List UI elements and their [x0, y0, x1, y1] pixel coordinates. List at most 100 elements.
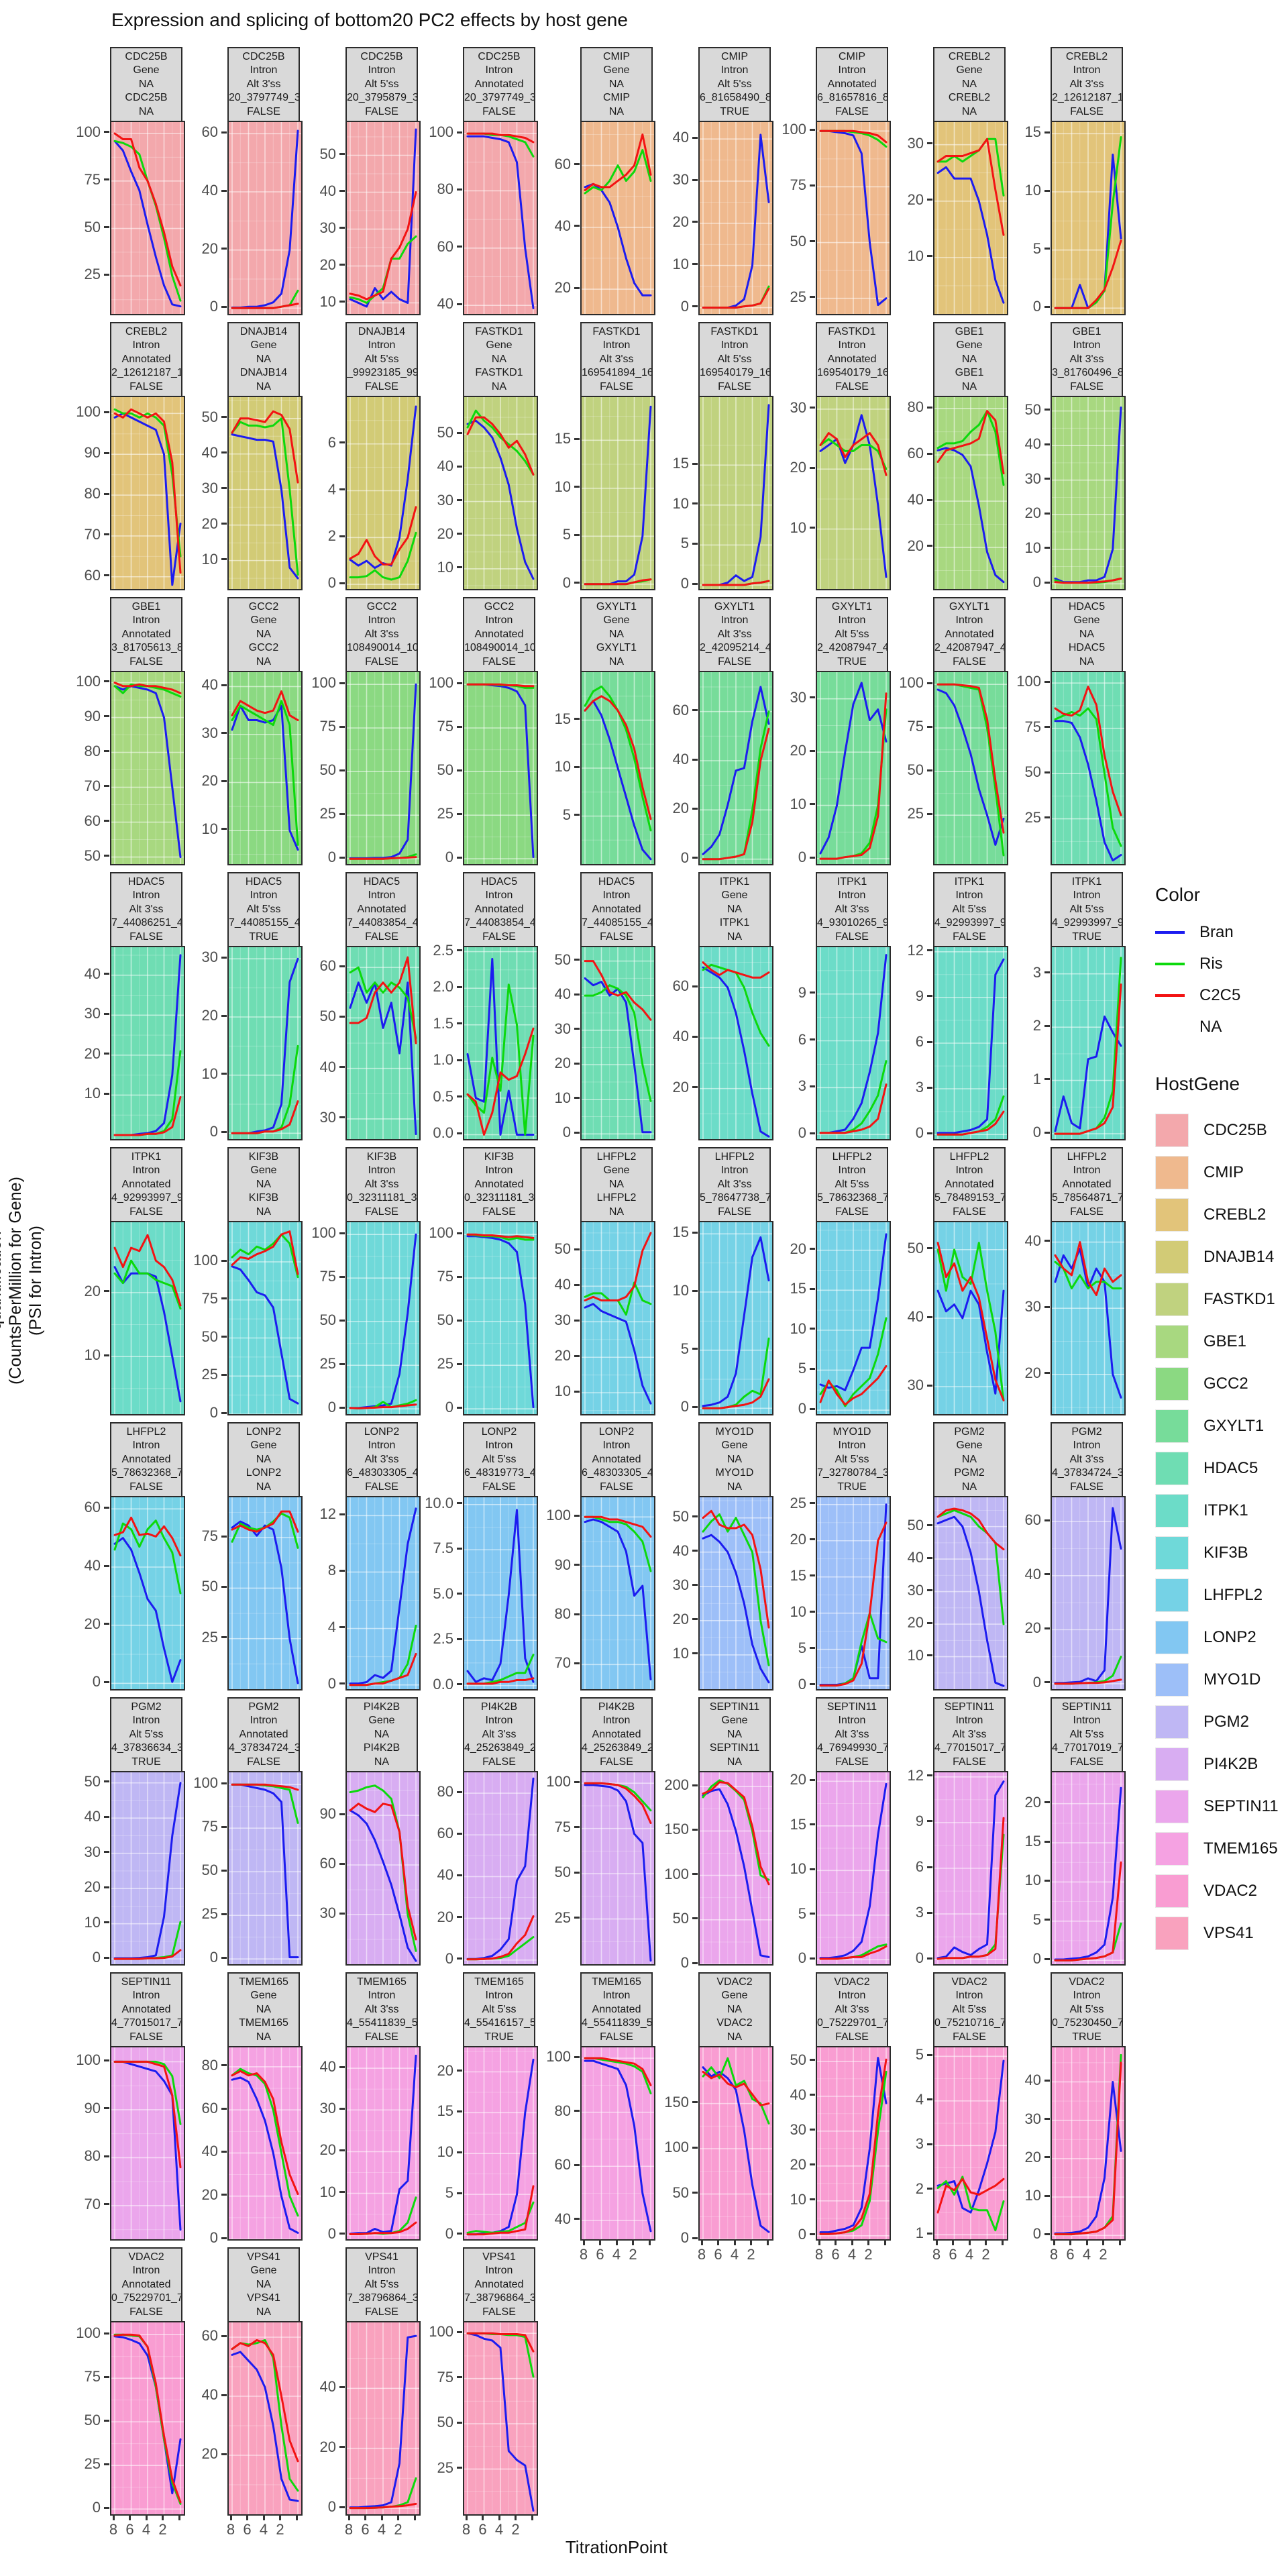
series-line-bran: [702, 966, 770, 1138]
facet-plot-area: [227, 396, 303, 590]
legend-swatch: [1155, 1621, 1189, 1654]
panel-svg: [347, 2047, 419, 2239]
facet-strip-line: 2_42095214_4209: [700, 642, 771, 654]
facet-strip: LHFPL2IntronAnnotated5_78632368_78648FAL…: [110, 1422, 182, 1497]
y-tick-mark: [810, 2233, 815, 2236]
y-tick-mark: [810, 527, 815, 529]
y-tick-mark: [104, 226, 109, 229]
panel-svg: [229, 2047, 301, 2240]
y-tick-mark: [104, 1092, 109, 1095]
series-line-ris: [1054, 1260, 1122, 1290]
facet-strip-line: Intron: [1073, 890, 1101, 902]
y-tick-mark: [104, 750, 109, 753]
facet-strip-line: FALSE: [365, 2306, 398, 2318]
y-tick-label: 40: [437, 458, 453, 475]
y-tick-label: 80: [201, 2056, 218, 2074]
y-tick-label: 100: [664, 2139, 689, 2156]
y-tick-label: 75: [437, 2368, 453, 2385]
x-tick-mark: [952, 2239, 954, 2245]
x-tick-mark: [162, 2514, 164, 2520]
y-tick-mark: [221, 2150, 227, 2153]
x-tick-label: 8: [697, 2246, 706, 2263]
y-tick-mark: [339, 2191, 345, 2194]
facet-strip-line: Alt 5'ss: [835, 1178, 869, 1190]
facet-strip: VPS41IntronAnnotated7_38796864_38817FALS…: [463, 2247, 535, 2322]
y-tick-mark: [810, 2094, 815, 2096]
facet-strip-line: 5_78632368_78647: [817, 1192, 888, 1204]
y-tick-mark: [574, 1283, 580, 1286]
series-line-ris: [466, 983, 535, 1136]
facet-strip-line: 4_76949930_76966: [817, 1742, 888, 1754]
y-tick-label: 10: [790, 795, 806, 812]
facet-plot-area: [1051, 396, 1126, 590]
legend-hostgene-entry-gbe1: GBE1: [1155, 1325, 1246, 1358]
facet-strip: TMEM165IntronAnnotated4_55411839_55417FA…: [580, 1972, 653, 2047]
facet-strip-line: 6_48303305_4833: [582, 1467, 653, 1479]
y-tick-label: 20: [84, 1282, 101, 1299]
facet-strip-line: NA: [608, 78, 625, 90]
x-tick-mark: [582, 2239, 585, 2245]
facet-strip: ITPK1IntronAnnotated4_92993997_93016FALS…: [110, 1147, 182, 1222]
y-tick-mark: [339, 2149, 345, 2151]
facet-strip-line: NA: [727, 1728, 743, 1740]
y-tick-mark: [104, 273, 109, 276]
facet-plot-area: [816, 946, 891, 1140]
facet-strip: DNAJB14 Gene NA DNAJB14 NA: [227, 322, 300, 397]
x-tick-label: 2: [276, 2521, 284, 2538]
y-tick-label: 0: [680, 849, 689, 866]
facet-strip-line: Intron: [955, 890, 983, 902]
facet-strip-line: LONP2: [246, 1426, 282, 1438]
y-tick-label: 0: [209, 1123, 218, 1140]
y-tick-mark: [692, 136, 698, 139]
facet-plot-area: [1051, 2046, 1126, 2241]
y-tick-label: 50: [907, 1239, 924, 1256]
y-tick-mark: [692, 1584, 698, 1587]
y-tick-label: 30: [554, 1311, 571, 1329]
y-tick-label: 20: [672, 1610, 689, 1627]
legend-hostgene-label: GBE1: [1203, 1332, 1247, 1350]
y-tick-mark: [692, 985, 698, 987]
facet-strip-line: FASTKD1: [710, 325, 759, 337]
panel-svg: [817, 1497, 890, 1689]
y-tick-label: 3: [1032, 963, 1041, 981]
y-tick-mark: [692, 582, 698, 585]
y-tick-label: 80: [554, 1605, 571, 1622]
y-tick-label: 50: [437, 2414, 453, 2431]
y-tick-label: 0: [209, 1404, 218, 1421]
y-tick-mark: [1044, 1573, 1050, 1576]
y-tick-mark: [574, 1871, 580, 1874]
facet-strip-line: CDC25B: [242, 50, 285, 62]
series-line-bran: [113, 1537, 182, 1683]
facet-strip-line: Annotated: [474, 2278, 524, 2290]
y-tick-mark: [221, 1585, 227, 1588]
y-tick-label: 0: [1032, 574, 1041, 591]
facet-strip: LHFPL2IntronAnnotated5_78489153_78509FAL…: [933, 1147, 1006, 1222]
y-tick-label: 4: [915, 2090, 924, 2108]
panel-svg: [111, 122, 184, 314]
y-tick-mark: [927, 545, 932, 547]
facet-panel-myo1d-r5c5: MYO1D Gene NA MYO1D NA 50 40 30 20 10: [673, 1422, 773, 1690]
x-tick-label: 4: [142, 2521, 151, 2538]
y-tick-label: 0: [1032, 1950, 1041, 1968]
facet-strip-line: HDAC5: [480, 875, 518, 888]
y-tick-mark: [810, 184, 815, 186]
y-tick-mark: [457, 2421, 462, 2424]
y-tick-mark: [104, 973, 109, 975]
facet-strip-line: Intron: [602, 1990, 631, 2002]
series-line-bran: [584, 2059, 652, 2233]
y-tick-label: 100: [1016, 673, 1041, 690]
facet-strip-line: Intron: [720, 64, 749, 76]
y-tick-label: 100: [546, 1773, 571, 1790]
series-line-ris: [584, 984, 652, 1102]
y-tick-label: 30: [201, 479, 218, 496]
facet-strip-line: Alt 3'ss: [1069, 353, 1104, 365]
series-line-bran: [702, 2066, 770, 2233]
x-tick-mark: [1118, 2239, 1121, 2245]
facet-strip-line: 6_81657816_8166: [817, 92, 888, 104]
